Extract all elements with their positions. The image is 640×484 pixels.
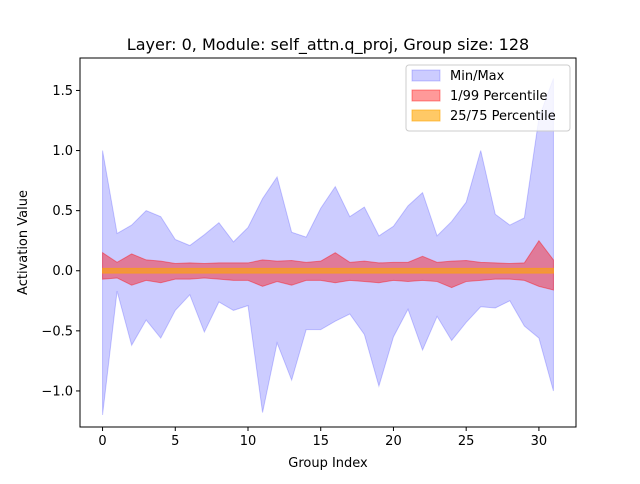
band-min-max [102, 78, 554, 416]
y-tick-label: −0.5 [41, 324, 73, 339]
y-tick-label: 1.5 [52, 84, 73, 99]
y-tick-label: 0.5 [52, 204, 73, 219]
y-tick-label: −1.0 [41, 384, 73, 399]
x-tick-label: 0 [98, 434, 106, 449]
series-bands [102, 78, 554, 416]
legend-swatch [411, 109, 441, 122]
y-axis-ticks: −1.0 −0.5 0.0 0.5 1.0 1.5 [41, 84, 80, 399]
y-tick-label: 0.0 [52, 264, 73, 279]
chart-title: Layer: 0, Module: self_attn.q_proj, Grou… [127, 35, 529, 55]
plot-frame [79, 57, 577, 428]
legend-swatch [411, 69, 441, 82]
y-tick-label: 1.0 [52, 144, 73, 159]
legend-label: Min/Max [450, 69, 505, 84]
legend-box [405, 64, 571, 132]
x-tick-label: 20 [385, 434, 402, 449]
y-axis-label: Activation Value [16, 190, 31, 295]
legend-label: 1/99 Percentile [450, 89, 547, 104]
x-tick-label: 25 [458, 434, 475, 449]
band-1-99-percentile [102, 239, 554, 291]
x-tick-label: 10 [240, 434, 257, 449]
band-25-75-percentile [102, 267, 554, 274]
x-tick-label: 30 [531, 434, 548, 449]
x-tick-label: 15 [312, 434, 329, 449]
legend-label: 25/75 Percentile [450, 109, 556, 124]
legend-swatch [411, 89, 441, 102]
x-tick-label: 5 [171, 434, 179, 449]
x-axis-label: Group Index [288, 456, 368, 471]
legend: Min/Max 1/99 Percentile 25/75 Percentile [405, 64, 571, 132]
x-axis-ticks: 0 5 10 15 20 25 30 [98, 427, 547, 449]
